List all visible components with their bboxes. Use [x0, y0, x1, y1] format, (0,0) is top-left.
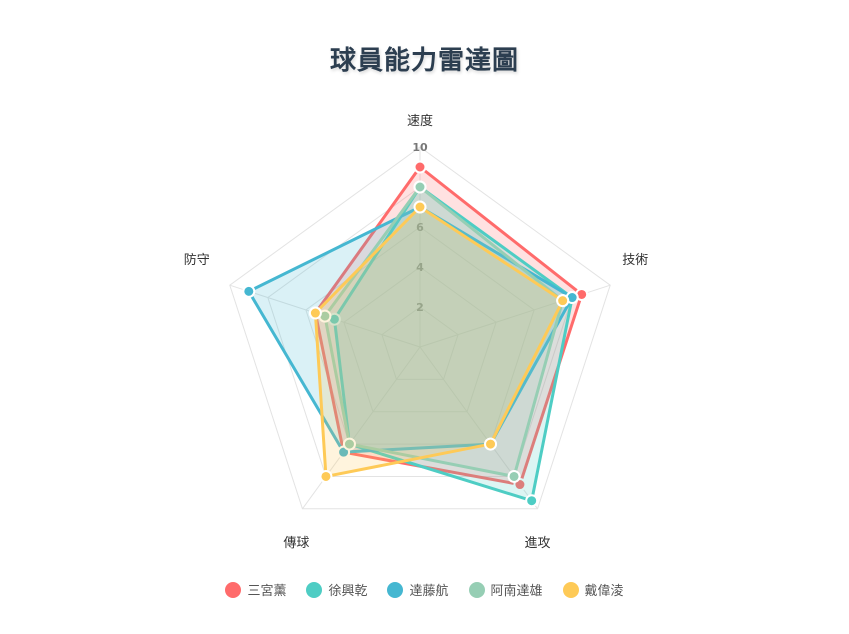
- grid-ring: [381, 306, 459, 380]
- legend-swatch: [387, 581, 404, 598]
- legend-item[interactable]: 達藤航: [387, 580, 449, 599]
- grid-ring: [343, 266, 497, 413]
- series-area: [323, 185, 565, 478]
- series-5: [308, 200, 570, 483]
- radar-tick-labels: 2 4 6 10: [412, 141, 428, 314]
- axis-label: 防守: [184, 252, 210, 268]
- legend-swatch: [468, 581, 485, 598]
- chart-title: 球員能力雷達圖: [329, 46, 519, 76]
- legend-label: 戴偉淩: [584, 584, 624, 599]
- series-area: [247, 205, 574, 454]
- axis-label: 傳球: [283, 536, 309, 551]
- legend-item[interactable]: 徐興乾: [306, 580, 367, 599]
- series-point[interactable]: [342, 437, 356, 451]
- legend-swatch: [562, 581, 579, 598]
- legend-label: 達藤航: [409, 584, 449, 599]
- legend-label: 三宮薰: [247, 584, 287, 599]
- series-point[interactable]: [507, 469, 521, 483]
- series-point[interactable]: [308, 306, 322, 320]
- grid-ring: [305, 226, 535, 445]
- legend: 三宮薰 徐興乾 達藤航 阿南達雄 戴偉淩: [0, 580, 849, 599]
- grid-ring: [229, 146, 611, 510]
- axis-label: 速度: [407, 113, 433, 129]
- series-point[interactable]: [525, 494, 539, 508]
- legend-swatch: [225, 581, 242, 598]
- axis-label: 進攻: [525, 536, 551, 551]
- legend-item[interactable]: 戴偉淩: [562, 580, 624, 599]
- tick-label: 4: [416, 261, 424, 274]
- series-point[interactable]: [413, 160, 427, 174]
- radar-series: [242, 160, 589, 508]
- legend-label: 徐興乾: [328, 584, 368, 599]
- series-area: [332, 185, 574, 503]
- legend-label: 阿南達雄: [490, 584, 543, 599]
- series-point[interactable]: [556, 294, 570, 308]
- series-point[interactable]: [413, 180, 427, 194]
- tick-label: 2: [416, 301, 424, 314]
- tick-label: 6: [416, 221, 424, 234]
- legend-item[interactable]: 阿南達雄: [468, 580, 543, 599]
- axis-label: 技術: [622, 253, 648, 268]
- series-point[interactable]: [484, 437, 498, 451]
- tick-label: 10: [412, 141, 428, 154]
- legend-swatch: [306, 581, 323, 598]
- series-point[interactable]: [242, 284, 256, 298]
- grid-spoke: [302, 346, 421, 510]
- legend-item[interactable]: 三宮薰: [225, 580, 286, 599]
- series-point[interactable]: [413, 200, 427, 214]
- series-area: [313, 205, 565, 478]
- series-point[interactable]: [319, 469, 333, 483]
